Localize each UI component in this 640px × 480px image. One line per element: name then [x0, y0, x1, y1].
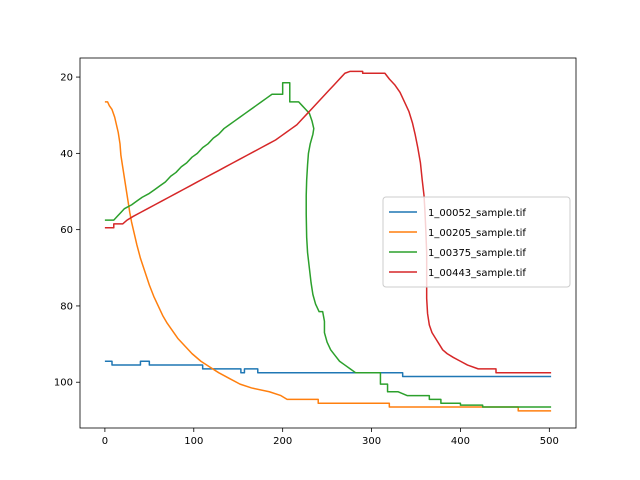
series-line-1-00375-sample-tif [104, 82, 552, 408]
y-tick-label: 20 [60, 73, 73, 84]
legend-label-1-00205: 1_00205_sample.tif [428, 228, 526, 239]
series-line-1-00052-sample-tif [104, 360, 552, 378]
x-axis: 0 100 200 300 400 500 [102, 428, 559, 447]
legend-box [382, 196, 571, 288]
x-tick-label: 200 [273, 436, 292, 447]
plot-frame [79, 57, 577, 429]
series-line-1-00205-sample-tif [104, 101, 552, 412]
x-tick-label: 400 [451, 436, 470, 447]
y-tick-label: 60 [60, 225, 73, 236]
legend-label-1-00375: 1_00375_sample.tif [428, 248, 526, 259]
x-tick-label: 100 [184, 436, 203, 447]
y-axis: 20 40 60 80 100 [54, 73, 80, 389]
series-line-1-00443-sample-tif [104, 70, 552, 374]
x-tick-label: 500 [540, 436, 559, 447]
series-layer [104, 70, 552, 412]
legend: 1_00052_sample.tif 1_00205_sample.tif 1_… [382, 196, 571, 288]
x-tick-label: 300 [362, 436, 381, 447]
y-tick-label: 100 [54, 378, 73, 389]
legend-label-1-00052: 1_00052_sample.tif [428, 208, 526, 219]
x-tick-label: 0 [102, 436, 108, 447]
legend-label-1-00443: 1_00443_sample.tif [428, 268, 526, 279]
y-tick-label: 40 [60, 149, 73, 160]
y-tick-label: 80 [60, 301, 73, 312]
